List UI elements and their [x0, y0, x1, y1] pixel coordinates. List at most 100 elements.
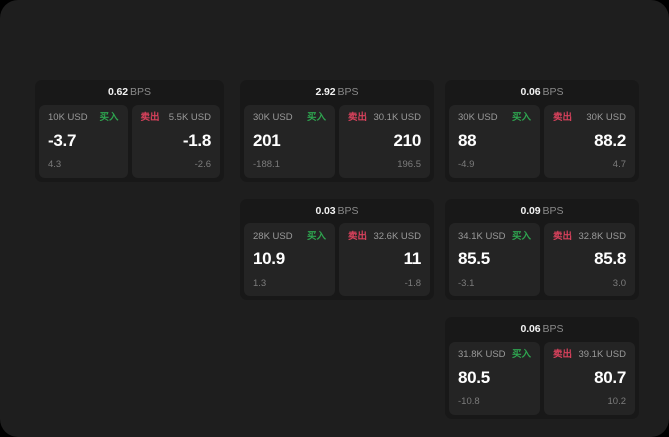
buy-side-header: 31.8K USD 买入 [458, 349, 531, 362]
buy-price: 80.5 [458, 367, 490, 387]
buy-side-header: 30K USD 买入 [458, 112, 531, 125]
sell-direction-label: 卖出 [140, 112, 160, 124]
bps-unit: BPS [542, 204, 564, 217]
card-sides: 10K USD 买入 -3.7 4.3 卖出 5.5K USD -1.8 -2.… [35, 104, 224, 182]
card-sides: 34.1K USD 买入 85.5 -3.1 卖出 32.8K USD 85.8… [445, 223, 639, 300]
buy-size-label: 34.1K USD [458, 230, 506, 242]
buy-side-header: 10K USD 买入 [48, 112, 119, 125]
bps-unit: BPS [542, 323, 564, 336]
buy-delta: -188.1 [253, 159, 280, 171]
buy-side-header: 30K USD 买入 [253, 112, 326, 125]
sell-direction-label: 卖出 [348, 112, 368, 124]
buy-price: 201 [253, 130, 281, 150]
buy-price: 10.9 [253, 249, 285, 269]
sell-side[interactable]: 卖出 32.6K USD 11 -1.8 [339, 223, 430, 297]
bps-value: 0.09 [520, 204, 541, 217]
buy-price: 88 [458, 130, 477, 150]
sell-delta: 3.0 [612, 277, 626, 289]
buy-direction-label: 买入 [306, 230, 326, 242]
sell-delta: -2.6 [194, 159, 211, 171]
sell-price: 85.8 [594, 249, 626, 269]
sell-delta: 4.7 [612, 159, 626, 171]
sell-side-header: 卖出 32.8K USD [553, 231, 626, 243]
quote-card[interactable]: 0.03 BPS 28K USD 买入 10.9 1.3 卖出 32.6K USD [240, 198, 434, 301]
buy-side[interactable]: 10K USD 买入 -3.7 4.3 [39, 104, 128, 178]
quote-card[interactable]: 0.06 BPS 30K USD 买入 88 -4.9 卖出 30K USD [445, 80, 639, 182]
card-sides: 28K USD 买入 10.9 1.3 卖出 32.6K USD 11 -1.8 [240, 223, 434, 300]
sell-size-label: 5.5K USD [168, 112, 211, 124]
sell-direction-label: 卖出 [553, 230, 573, 242]
bps-unit: BPS [337, 86, 359, 98]
card-header: 0.09 BPS [445, 199, 639, 224]
buy-side-header: 34.1K USD 买入 [458, 231, 531, 243]
buy-size-label: 10K USD [48, 112, 88, 124]
sell-delta: 196.5 [397, 159, 421, 171]
buy-side[interactable]: 28K USD 买入 10.9 1.3 [244, 223, 335, 297]
sell-size-label: 32.6K USD [373, 230, 421, 242]
bps-value: 2.92 [315, 86, 336, 98]
sell-size-label: 30.1K USD [373, 112, 421, 124]
sell-size-label: 39.1K USD [578, 349, 626, 361]
sell-side-header: 卖出 5.5K USD [140, 112, 212, 125]
buy-direction-label: 买入 [306, 112, 326, 124]
buy-size-label: 30K USD [253, 112, 293, 124]
card-sides: 30K USD 买入 201 -188.1 卖出 30.1K USD 210 1… [240, 104, 434, 182]
buy-direction-label: 买入 [99, 112, 119, 124]
buy-delta: -3.1 [458, 277, 475, 289]
buy-side[interactable]: 30K USD 买入 201 -188.1 [244, 104, 335, 178]
buy-delta: -4.9 [458, 159, 475, 171]
bps-value: 0.06 [520, 86, 541, 98]
buy-price: 85.5 [458, 249, 490, 269]
bps-value: 0.62 [107, 86, 129, 98]
bps-unit: BPS [337, 204, 359, 217]
sell-side-header: 卖出 30.1K USD [348, 112, 421, 125]
sell-price: 11 [403, 249, 422, 269]
sell-direction-label: 卖出 [553, 349, 573, 361]
sell-side-header: 卖出 30K USD [553, 112, 626, 125]
sell-side[interactable]: 卖出 39.1K USD 80.7 10.2 [544, 341, 635, 415]
buy-delta: 1.3 [253, 277, 267, 289]
card-sides: 30K USD 买入 88 -4.9 卖出 30K USD 88.2 4.7 [445, 104, 639, 182]
buy-side[interactable]: 34.1K USD 买入 85.5 -3.1 [449, 223, 540, 297]
quote-card[interactable]: 0.06 BPS 31.8K USD 买入 80.5 -10.8 卖出 39.1K… [445, 317, 639, 419]
buy-size-label: 30K USD [458, 112, 498, 124]
sell-price: 88.2 [594, 130, 626, 150]
sell-delta: -1.8 [404, 277, 421, 289]
sell-side-header: 卖出 32.6K USD [348, 231, 421, 243]
bps-unit: BPS [130, 86, 152, 98]
quote-card-grid: 0.62 BPS 10K USD 买入 -3.7 4.3 卖出 5.5K USD [35, 80, 639, 419]
sell-price: -1.8 [182, 130, 211, 150]
sell-side-header: 卖出 39.1K USD [553, 349, 626, 362]
card-header: 0.06 BPS [445, 80, 639, 105]
sell-size-label: 30K USD [586, 112, 626, 124]
card-header: 0.06 BPS [445, 317, 639, 342]
sell-side[interactable]: 卖出 30K USD 88.2 4.7 [544, 104, 635, 178]
sell-direction-label: 卖出 [348, 230, 368, 242]
buy-side-header: 28K USD 买入 [253, 231, 326, 243]
buy-direction-label: 买入 [511, 230, 531, 242]
buy-side[interactable]: 30K USD 买入 88 -4.9 [449, 104, 540, 178]
buy-direction-label: 买入 [511, 349, 531, 361]
card-header: 0.62 BPS [35, 80, 224, 105]
sell-size-label: 32.8K USD [578, 230, 626, 242]
sell-price: 210 [393, 130, 422, 150]
quote-card[interactable]: 0.62 BPS 10K USD 买入 -3.7 4.3 卖出 5.5K USD [35, 80, 224, 182]
sell-price: 80.7 [594, 367, 626, 387]
card-header: 2.92 BPS [240, 80, 434, 105]
card-sides: 31.8K USD 买入 80.5 -10.8 卖出 39.1K USD 80.… [445, 341, 639, 419]
sell-direction-label: 卖出 [553, 112, 573, 124]
quote-card[interactable]: 2.92 BPS 30K USD 买入 201 -188.1 卖出 30.1K U… [240, 80, 434, 182]
bps-value: 0.06 [520, 323, 541, 336]
sell-side[interactable]: 卖出 5.5K USD -1.8 -2.6 [131, 104, 220, 178]
buy-side[interactable]: 31.8K USD 买入 80.5 -10.8 [449, 341, 540, 415]
buy-size-label: 28K USD [253, 230, 293, 242]
quote-card[interactable]: 0.09 BPS 34.1K USD 买入 85.5 -3.1 卖出 32.8K … [445, 198, 639, 301]
buy-price: -3.7 [48, 130, 77, 150]
buy-delta: 4.3 [48, 159, 62, 171]
buy-delta: -10.8 [458, 396, 480, 408]
sell-side[interactable]: 卖出 32.8K USD 85.8 3.0 [544, 223, 635, 297]
buy-size-label: 31.8K USD [458, 349, 506, 361]
sell-side[interactable]: 卖出 30.1K USD 210 196.5 [339, 104, 430, 178]
bps-unit: BPS [542, 86, 564, 98]
